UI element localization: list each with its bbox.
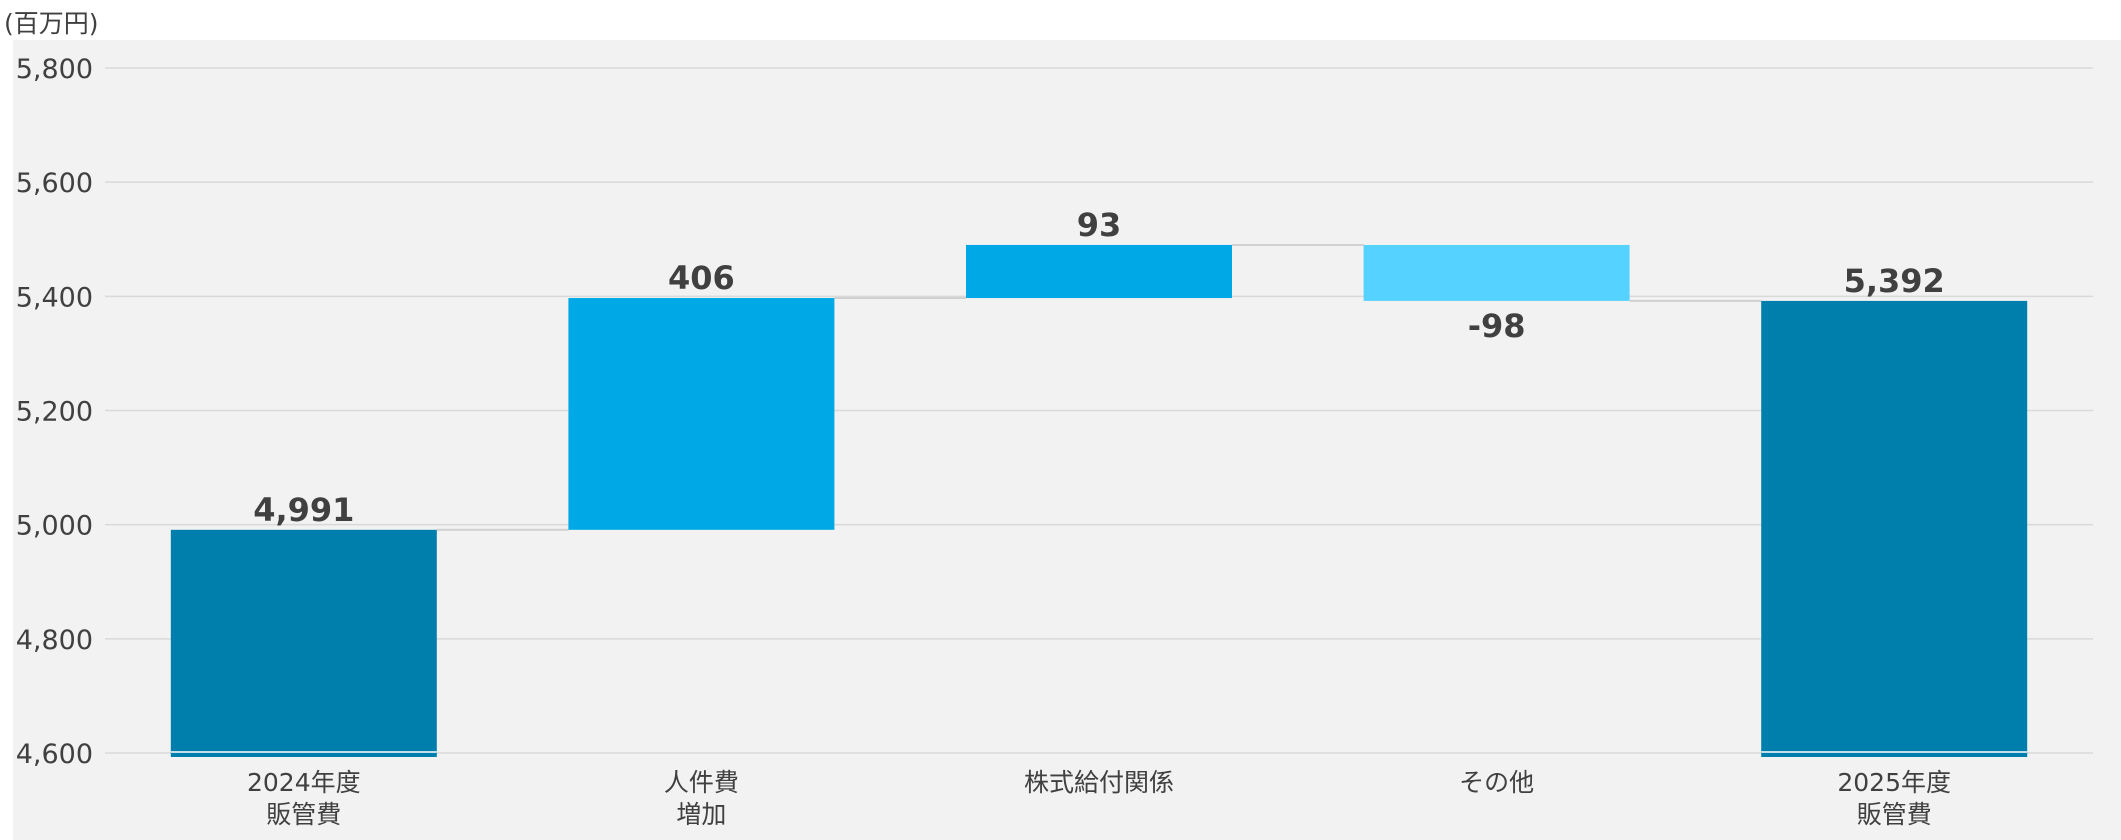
category-label-line: 販管費: [266, 800, 341, 829]
y-tick-label: 5,400: [16, 282, 93, 313]
y-axis: 4,600 4,800 5,000 5,200 5,400 5,600 5,800: [16, 54, 93, 770]
category-label: 株式給付関係: [1024, 768, 1174, 797]
data-labels: 4,991 406 93 -98 5,392: [253, 206, 1945, 529]
bar-decrease: [1363, 244, 1630, 301]
category-label-line: その他: [1459, 768, 1534, 797]
y-tick-label: 4,800: [16, 625, 93, 656]
data-label: -98: [1468, 307, 1526, 345]
category-label: 2025年度販管費: [1837, 768, 1951, 829]
category-label-line: 増加: [676, 800, 726, 829]
category-label: 2024年度販管費: [247, 768, 361, 829]
bar-increase: [966, 244, 1232, 299]
connector-lines: [436, 243, 1762, 531]
waterfall-chart: 4,600 4,800 5,000 5,200 5,400 5,600 5,800 2024…: [16, 54, 2093, 829]
bar-increase: [568, 298, 835, 530]
bar-total: [170, 529, 437, 753]
chart-area: 4,600 4,800 5,000 5,200 5,400 5,600 5,800 2024…: [13, 40, 2121, 840]
data-label: 406: [668, 259, 735, 297]
category-label-line: 2025年度: [1837, 768, 1951, 797]
bars: [170, 244, 2028, 757]
y-tick-label: 5,800: [16, 54, 93, 85]
category-label: その他: [1459, 768, 1534, 797]
category-label-line: 2024年度: [247, 768, 361, 797]
bar-base: [1761, 752, 2028, 757]
bar-base: [170, 752, 437, 757]
category-label-line: 販管費: [1857, 800, 1932, 829]
y-tick-label: 5,600: [16, 168, 93, 199]
y-tick-label: 4,600: [16, 739, 93, 770]
category-label-line: 人件費: [664, 768, 739, 797]
data-label: 93: [1077, 206, 1122, 244]
y-tick-label: 5,200: [16, 397, 93, 428]
bar-total: [1761, 300, 2028, 753]
data-label: 4,991: [253, 491, 354, 529]
y-tick-label: 5,000: [16, 511, 93, 542]
data-label: 5,392: [1844, 262, 1945, 300]
category-label-line: 株式給付関係: [1024, 768, 1174, 797]
unit-label: (百万円): [4, 9, 99, 38]
category-label: 人件費増加: [664, 768, 739, 829]
